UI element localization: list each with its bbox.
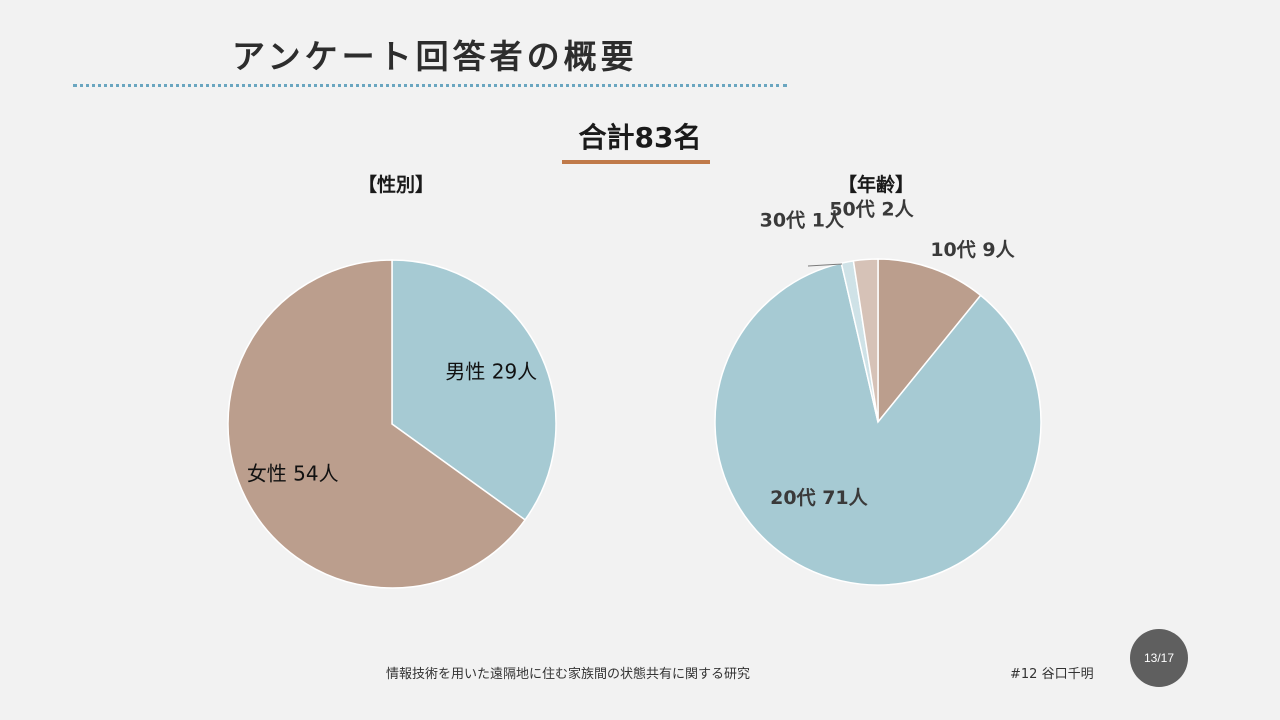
slide-title: アンケート回答者の概要 [232,37,638,76]
pie-label-50s: 50代 2人 [829,199,914,221]
page-number-badge: 13/17 [1130,629,1188,687]
pie-slice-male [391,259,557,521]
footer-research-title: 情報技術を用いた遠隔地に住む家族間の状態共有に関する研究 [386,667,751,682]
pie-slice-female [227,259,527,589]
pie-label-20s: 20代 71人 [770,487,868,509]
pie-label-male: 男性 29人 [445,360,537,384]
age-chart-title: 【年齢】 [837,174,914,196]
title-divider [73,84,787,87]
total-underline [562,160,710,164]
pie-label-female: 女性 54人 [247,461,339,485]
pie-slice-50s [852,258,879,423]
gender-chart-title: 【性別】 [357,174,434,196]
pie-label-30s: 30代 1人 [760,210,845,232]
pie-label-10s: 10代 9人 [930,239,1015,261]
pie-slice-10s [877,258,982,425]
total-respondents: 合計83名 [578,121,702,154]
leader-line-30s [807,263,843,267]
pie-slice-20s [714,262,1042,586]
footer-author: #12 谷口千明 [1010,667,1094,682]
